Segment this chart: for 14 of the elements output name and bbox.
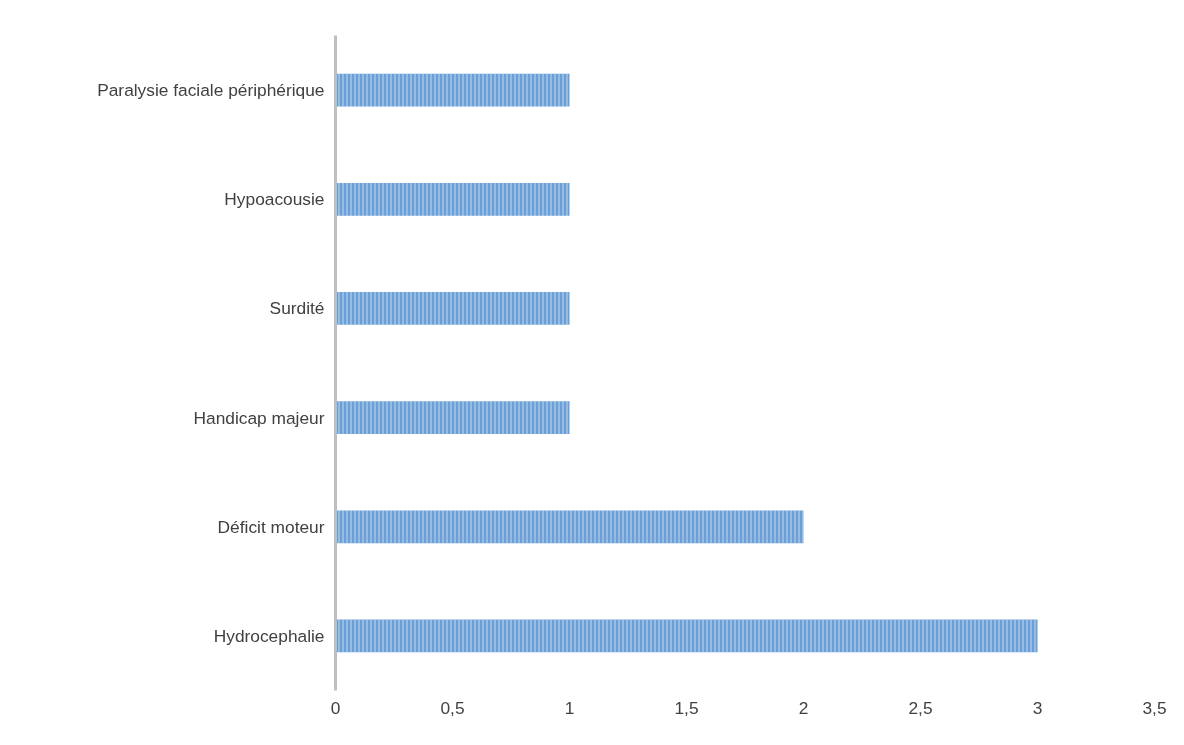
y-tick-label: Paralysie faciale périphérique	[97, 80, 325, 101]
y-tick-label: Déficit moteur	[217, 516, 325, 537]
x-tick-label: 2,5	[908, 697, 933, 718]
x-tick-label: 0,5	[440, 697, 465, 718]
x-tick-label: 1	[564, 697, 575, 718]
y-tick-label: Surdité	[269, 298, 325, 319]
y-tick-label: Handicap majeur	[193, 407, 325, 428]
y-tick-label: Hydrocephalie	[213, 625, 325, 646]
x-tick-label: 2	[798, 697, 809, 718]
x-tick-label: 0	[330, 697, 341, 718]
x-tick-label: 1,5	[674, 697, 699, 718]
x-tick-label: 3,5	[1142, 697, 1167, 718]
x-tick-label: 3	[1032, 697, 1043, 718]
y-tick-label: Hypoacousie	[224, 189, 325, 210]
